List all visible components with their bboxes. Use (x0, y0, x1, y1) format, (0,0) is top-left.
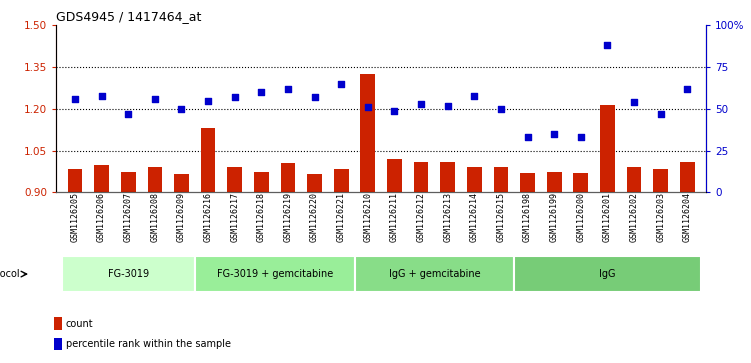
Text: GSM1126198: GSM1126198 (523, 192, 532, 242)
Text: GSM1126205: GSM1126205 (71, 192, 80, 242)
Text: GSM1126202: GSM1126202 (629, 192, 638, 242)
Text: FG-3019: FG-3019 (107, 269, 149, 279)
Bar (467, 167, 481, 192)
Point (415, 101, 427, 107)
Point (575, 134, 587, 140)
Text: GSM1126199: GSM1126199 (550, 192, 559, 242)
Point (309, 94, 321, 100)
Point (202, 98, 214, 103)
Bar (440, 162, 455, 192)
Text: GSM1126213: GSM1126213 (443, 192, 452, 242)
Bar (493, 167, 508, 192)
Point (95, 93, 107, 98)
Bar (55, 338, 62, 350)
Text: GSM1126208: GSM1126208 (150, 192, 159, 242)
Bar (653, 169, 668, 192)
Text: FG-3019 + gemcitabine: FG-3019 + gemcitabine (216, 269, 333, 279)
Text: GSM1126210: GSM1126210 (363, 192, 372, 242)
Bar (147, 167, 162, 192)
Point (335, 81, 347, 87)
Point (681, 86, 693, 92)
Point (521, 134, 533, 140)
Bar (547, 171, 562, 192)
Text: GSM1126200: GSM1126200 (576, 192, 585, 242)
Point (469, 93, 481, 98)
Text: GSM1126207: GSM1126207 (124, 192, 133, 242)
Point (628, 99, 640, 105)
Point (362, 104, 374, 110)
Bar (354, 256, 514, 292)
Point (229, 94, 241, 100)
Point (282, 86, 294, 92)
Text: GSM1126217: GSM1126217 (231, 192, 240, 242)
Bar (574, 173, 588, 192)
Point (602, 42, 614, 48)
Bar (414, 162, 428, 192)
Point (149, 96, 161, 102)
Text: GSM1126212: GSM1126212 (417, 192, 426, 242)
Bar (520, 173, 535, 192)
Point (69, 96, 81, 102)
Bar (62, 256, 195, 292)
Text: GSM1126204: GSM1126204 (683, 192, 692, 242)
Bar (281, 163, 295, 192)
Text: GSM1126215: GSM1126215 (496, 192, 505, 242)
Text: IgG + gemcitabine: IgG + gemcitabine (388, 269, 480, 279)
Point (255, 89, 267, 95)
Text: GSM1126206: GSM1126206 (97, 192, 106, 242)
Bar (307, 174, 322, 192)
Bar (121, 171, 135, 192)
Text: GSM1126203: GSM1126203 (656, 192, 665, 242)
Bar (55, 317, 62, 330)
Bar (360, 74, 376, 192)
Bar (514, 256, 701, 292)
Point (388, 108, 400, 114)
Bar (174, 174, 189, 192)
Bar (600, 105, 615, 192)
Text: GSM1126201: GSM1126201 (603, 192, 612, 242)
Text: GSM1126220: GSM1126220 (310, 192, 319, 242)
Text: GSM1126209: GSM1126209 (177, 192, 186, 242)
Text: IgG: IgG (599, 269, 616, 279)
Point (495, 106, 507, 112)
Text: GDS4945 / 1417464_at: GDS4945 / 1417464_at (56, 10, 202, 23)
Bar (201, 129, 216, 192)
Bar (68, 169, 83, 192)
Bar (387, 159, 402, 192)
Bar (195, 256, 354, 292)
Bar (228, 167, 242, 192)
Point (442, 103, 454, 109)
Bar (334, 169, 348, 192)
Bar (680, 162, 695, 192)
Text: GSM1126218: GSM1126218 (257, 192, 266, 242)
Text: GSM1126219: GSM1126219 (283, 192, 292, 242)
Text: protocol: protocol (0, 269, 20, 279)
Text: count: count (66, 319, 93, 329)
Text: GSM1126214: GSM1126214 (470, 192, 479, 242)
Bar (627, 167, 641, 192)
Point (176, 106, 188, 112)
Point (548, 131, 560, 137)
Point (655, 111, 667, 117)
Point (122, 111, 134, 117)
Text: percentile rank within the sample: percentile rank within the sample (66, 339, 231, 349)
Text: GSM1126216: GSM1126216 (204, 192, 213, 242)
Bar (254, 171, 269, 192)
Text: GSM1126221: GSM1126221 (336, 192, 345, 242)
Bar (95, 164, 109, 192)
Text: GSM1126211: GSM1126211 (390, 192, 399, 242)
